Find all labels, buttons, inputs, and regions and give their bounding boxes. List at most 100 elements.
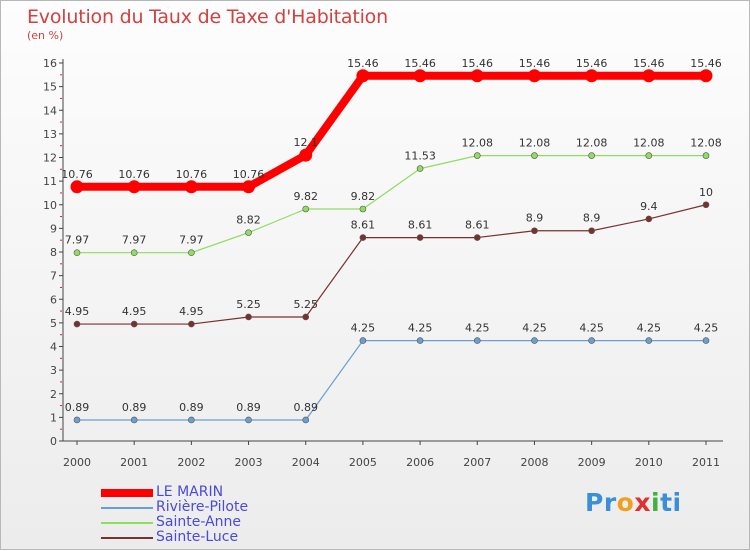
data-label-sainte-anne: 8.82 (236, 214, 261, 227)
y-tick-label: 16 (43, 57, 57, 70)
data-point-sainte-luce (359, 234, 367, 241)
data-point-sainte-anne (645, 152, 653, 159)
data-point-le-marin (413, 69, 427, 83)
data-label-sainte-anne: 11.53 (404, 150, 436, 163)
data-point-le-marin (127, 180, 141, 194)
data-label-riviere-pilote: 4.25 (408, 322, 433, 335)
data-point-sainte-luce (531, 227, 538, 235)
x-tick-label: 2002 (177, 456, 205, 469)
data-point-sainte-luce (473, 234, 481, 241)
data-point-sainte-luce (645, 215, 653, 223)
proxiti-logo: Proxiti (585, 488, 682, 517)
data-label-le-marin: 15.46 (519, 57, 551, 70)
logo-part: Pr (585, 488, 617, 517)
data-point-sainte-luce (416, 234, 424, 241)
data-point-riviere-pilote (645, 337, 653, 344)
data-label-sainte-anne: 12.08 (633, 137, 665, 150)
data-point-riviere-pilote (588, 337, 595, 344)
y-tick-label: 15 (43, 81, 57, 94)
x-tick-label: 2001 (120, 456, 148, 469)
legend-label-sainte-luce: Sainte-Luce (156, 529, 239, 545)
data-label-le-marin: 12.1 (293, 136, 318, 149)
data-point-le-marin (470, 69, 484, 83)
logo-part: ti (660, 488, 682, 517)
data-point-riviere-pilote (245, 416, 252, 424)
data-point-riviere-pilote (702, 337, 710, 344)
data-label-sainte-luce: 9.4 (640, 200, 658, 213)
legend-swatch-riviere-pilote (101, 506, 153, 509)
data-point-le-marin (527, 69, 541, 83)
legend-swatch-sainte-anne (101, 521, 153, 524)
data-point-le-marin (642, 69, 656, 83)
y-tick-label: 0 (50, 435, 57, 448)
data-point-riviere-pilote (73, 416, 81, 424)
data-label-sainte-anne: 12.08 (576, 137, 608, 150)
y-tick-label: 4 (50, 341, 57, 354)
y-tick-label: 8 (50, 246, 57, 259)
data-point-sainte-anne (73, 249, 81, 257)
x-tick-label: 2000 (63, 456, 91, 469)
y-tick-label: 2 (50, 388, 57, 401)
data-label-sainte-luce: 8.9 (526, 212, 544, 225)
x-tick-label: 2005 (349, 456, 377, 469)
y-tick-label: 7 (50, 270, 57, 283)
y-tick-label: 14 (43, 104, 57, 117)
data-label-sainte-anne: 9.82 (293, 190, 318, 203)
y-tick-label: 10 (43, 199, 57, 212)
data-label-sainte-luce: 10 (699, 186, 713, 199)
data-label-riviere-pilote: 4.25 (465, 322, 490, 335)
data-point-riviere-pilote (359, 337, 367, 344)
series-line-sainte-luce (76, 204, 707, 325)
legend-swatch-sainte-luce (101, 536, 153, 539)
data-label-riviere-pilote: 4.25 (694, 322, 719, 335)
data-point-riviere-pilote (473, 337, 481, 344)
data-point-sainte-anne (473, 152, 481, 159)
data-label-le-marin: 15.46 (462, 57, 494, 70)
data-label-sainte-anne: 7.97 (179, 234, 204, 247)
y-tick-label: 12 (43, 152, 57, 165)
x-tick-label: 2003 (235, 456, 263, 469)
data-label-riviere-pilote: 0.89 (179, 401, 204, 414)
data-label-le-marin: 10.76 (61, 168, 93, 181)
data-label-le-marin: 15.46 (633, 57, 665, 70)
y-tick-label: 9 (50, 222, 57, 235)
data-point-le-marin (184, 180, 198, 194)
data-point-riviere-pilote (416, 337, 424, 344)
series-line-riviere-pilote (76, 339, 707, 421)
data-label-riviere-pilote: 4.25 (579, 322, 604, 335)
data-label-sainte-luce: 8.61 (408, 219, 433, 232)
y-tick-label: 3 (50, 364, 57, 377)
data-label-sainte-luce: 4.95 (65, 305, 90, 318)
data-label-sainte-anne: 12.08 (462, 137, 494, 150)
chart-title: Evolution du Taux de Taxe d'Habitation (27, 6, 388, 28)
data-label-sainte-anne: 7.97 (65, 234, 90, 247)
data-point-sainte-anne (302, 205, 310, 213)
data-label-sainte-anne: 7.97 (122, 234, 147, 247)
y-tick-label: 1 (50, 411, 57, 424)
data-label-le-marin: 10.76 (233, 168, 265, 181)
data-label-sainte-luce: 4.95 (122, 305, 147, 318)
x-tick-label: 2010 (635, 456, 663, 469)
y-tick-label: 13 (43, 128, 57, 141)
data-point-sainte-luce (302, 313, 310, 321)
data-point-sainte-luce (588, 227, 595, 235)
data-point-sainte-anne (531, 152, 538, 159)
data-point-sainte-anne (359, 205, 367, 213)
data-label-riviere-pilote: 0.89 (293, 401, 318, 414)
logo-part: i (650, 488, 661, 517)
data-point-sainte-luce (73, 320, 81, 328)
data-point-sainte-luce (130, 320, 138, 328)
data-point-riviere-pilote (130, 416, 138, 424)
x-tick-label: 2004 (292, 456, 320, 469)
data-label-riviere-pilote: 0.89 (122, 401, 147, 414)
series-line-sainte-anne (76, 155, 707, 254)
legend-swatch-le-marin (101, 488, 153, 497)
data-label-le-marin: 10.76 (176, 168, 208, 181)
data-label-riviere-pilote: 4.25 (522, 322, 547, 335)
data-label-sainte-anne: 9.82 (351, 190, 376, 203)
data-label-sainte-luce: 4.95 (179, 305, 204, 318)
x-tick-label: 2006 (406, 456, 434, 469)
data-label-sainte-luce: 5.25 (236, 298, 261, 311)
data-label-riviere-pilote: 0.89 (236, 401, 261, 414)
data-point-le-marin (356, 69, 370, 83)
